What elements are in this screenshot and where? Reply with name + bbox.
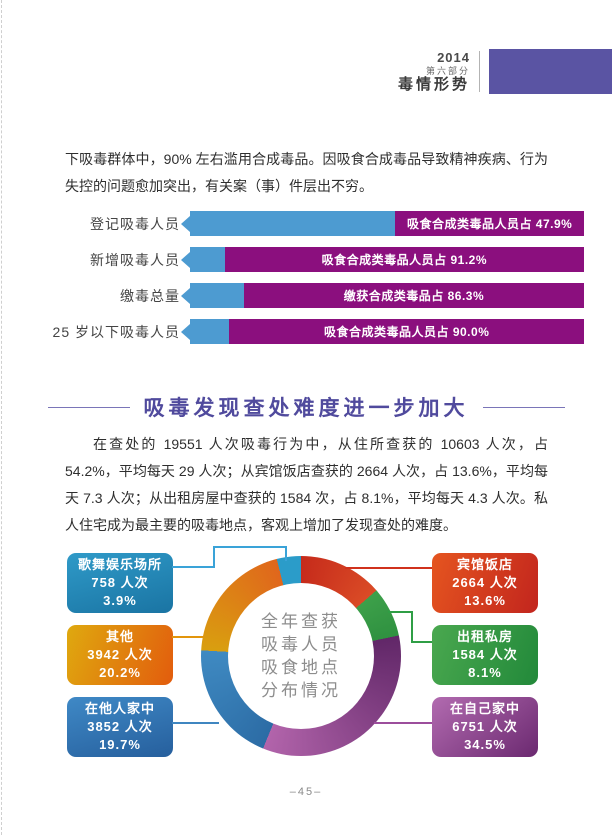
bar-filled-segment: 吸食合成类毒品人员占 90.0% [229, 319, 584, 344]
bar-value-label: 吸食合成类毒品人员占 91.2% [321, 253, 488, 267]
bar-remainder-segment [190, 283, 244, 308]
bar-row: 缴毒总量 缴获合成类毒品占 86.3% [0, 283, 612, 308]
bar-track: 缴获合成类毒品占 86.3% [181, 283, 584, 308]
callout-count: 6751 人次 [452, 719, 518, 734]
callout-box-entertainment-venues: 歌舞娱乐场所 758 人次 3.9% [67, 553, 173, 613]
donut-ring: 全年查获 吸毒人员 吸食地点 分布情况 [201, 556, 401, 756]
bar-row: 登记吸毒人员 吸食合成类毒品人员占 47.9% [0, 211, 612, 236]
bar-remainder-segment [190, 247, 225, 272]
connector-other [172, 636, 204, 638]
callout-count: 1584 人次 [452, 647, 518, 662]
bar-left-notch-icon [181, 251, 190, 268]
callout-label: 在他人家中 [84, 701, 155, 716]
callout-box-own-home: 在自己家中 6751 人次 34.5% [432, 697, 538, 757]
bar-category-label: 缴毒总量 [120, 287, 180, 304]
bar-value-label: 吸食合成类毒品人员占 90.0% [324, 325, 490, 339]
bar-category-label: 新增吸毒人员 [90, 251, 180, 268]
heading-rule-left [47, 406, 130, 408]
header-part-label: 第六部分 [425, 65, 470, 76]
page-header: 2014 第六部分 毒情形势 [397, 50, 470, 94]
callout-box-others-home: 在他人家中 3852 人次 19.7% [67, 697, 173, 757]
drug-location-donut-diagram: 全年查获 吸毒人员 吸食地点 分布情况 歌舞娱乐场所 758 人次 3.9% 其… [0, 540, 612, 800]
connector-entertainment [172, 566, 215, 568]
connector-others-home [172, 722, 219, 724]
connector-entertainment [213, 546, 215, 568]
callout-label: 在自己家中 [449, 701, 520, 716]
callout-pct: 13.6% [464, 593, 506, 608]
connector-entertainment [285, 546, 287, 561]
bar-remainder-segment [190, 319, 230, 344]
page-edge-dashed-line [1, 0, 2, 835]
connector-own-home [374, 722, 432, 724]
bar-category-label: 登记吸毒人员 [90, 215, 180, 232]
bar-value-label: 吸食合成类毒品人员占 47.9% [406, 217, 573, 231]
bar-filled-segment: 吸食合成类毒品人员占 47.9% [395, 211, 584, 236]
header-divider-line [479, 51, 480, 92]
donut-center-text: 吸毒人员 [261, 635, 341, 654]
donut-center: 全年查获 吸毒人员 吸食地点 分布情况 [228, 583, 374, 729]
connector-hotel [345, 567, 432, 569]
synthetic-drug-bar-chart: 登记吸毒人员 吸食合成类毒品人员占 47.9% 新增吸毒人员 吸食合成类毒品人员… [0, 211, 612, 355]
callout-box-hotel: 宾馆饭店 2664 人次 13.6% [432, 553, 538, 613]
connector-rented-house [411, 611, 413, 643]
bar-track: 吸食合成类毒品人员占 90.0% [181, 319, 584, 344]
donut-center-text: 分布情况 [261, 681, 341, 700]
callout-count: 3852 人次 [87, 719, 153, 734]
callout-label: 出租私房 [456, 629, 513, 644]
intro-paragraph: 下吸毒群体中，90% 左右滥用合成毒品。因吸食合成毒品导致精神疾病、行为失控的问… [65, 151, 548, 194]
bar-filled-segment: 吸食合成类毒品人员占 91.2% [224, 247, 584, 272]
header-section-title: 毒情形势 [397, 76, 470, 94]
callout-count: 2664 人次 [452, 575, 518, 590]
bar-track: 吸食合成类毒品人员占 47.9% [181, 211, 584, 236]
body-paragraph: 在查处的 19551 人次吸毒行为中，从住所查获的 10603 人次，占 54.… [65, 436, 548, 533]
callout-pct: 20.2% [99, 665, 141, 680]
callout-pct: 19.7% [99, 737, 141, 752]
bar-row: 新增吸毒人员 吸食合成类毒品人员占 91.2% [0, 247, 612, 272]
bar-category-label: 25 岁以下吸毒人员 [52, 323, 180, 340]
donut-center-text: 全年查获 [261, 612, 341, 631]
callout-label: 歌舞娱乐场所 [77, 557, 162, 572]
header-accent-bar [489, 49, 612, 94]
donut-center-text: 吸食地点 [261, 658, 341, 677]
callout-box-rented-house: 出租私房 1584 人次 8.1% [432, 625, 538, 685]
heading-rule-right [482, 406, 565, 408]
bar-row: 25 岁以下吸毒人员 吸食合成类毒品人员占 90.0% [0, 319, 612, 344]
callout-label: 其他 [105, 629, 134, 644]
bar-left-notch-icon [181, 215, 190, 232]
callout-label: 宾馆饭店 [456, 557, 513, 572]
header-year: 2014 [437, 50, 470, 65]
callout-box-other: 其他 3942 人次 20.2% [67, 625, 173, 685]
callout-pct: 34.5% [464, 737, 506, 752]
bar-value-label: 缴获合成类毒品占 86.3% [343, 289, 485, 303]
callout-count: 758 人次 [91, 575, 149, 590]
callout-count: 3942 人次 [87, 647, 153, 662]
connector-rented-house [411, 641, 432, 643]
bar-filled-segment: 缴获合成类毒品占 86.3% [243, 283, 584, 308]
connector-rented-house [388, 611, 413, 613]
page-number: –45– [289, 786, 323, 798]
callout-pct: 3.9% [103, 593, 137, 608]
bar-left-notch-icon [181, 287, 190, 304]
section-title: 吸毒发现查处难度进一步加大 [143, 397, 469, 420]
section-heading: 吸毒发现查处难度进一步加大 [0, 392, 612, 422]
bar-left-notch-icon [181, 323, 190, 340]
bar-remainder-segment [190, 211, 396, 236]
connector-entertainment [213, 546, 287, 548]
bar-track: 吸食合成类毒品人员占 91.2% [181, 247, 584, 272]
callout-pct: 8.1% [468, 665, 502, 680]
